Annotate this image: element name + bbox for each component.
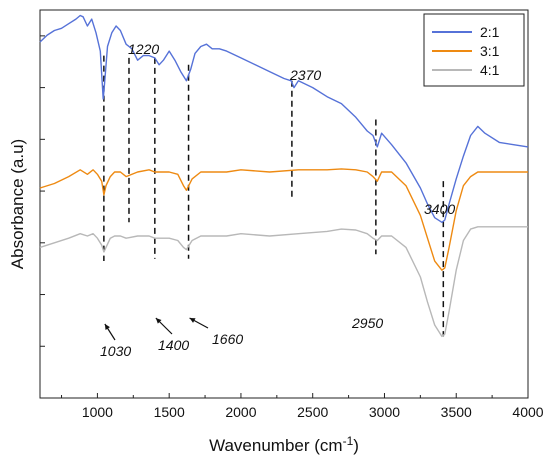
x-axis-title-main: Wavenumber (cm — [209, 436, 343, 455]
annotation-arrowhead — [104, 324, 110, 330]
annotation-arrowhead — [189, 318, 196, 323]
annotation-label: 1400 — [158, 337, 189, 353]
legend: 2:1 3:1 4:1 — [423, 13, 525, 87]
x-tick-label: 1000 — [82, 404, 113, 420]
legend-box — [423, 13, 525, 87]
x-axis-title-suffix: ) — [353, 436, 359, 455]
legend-label: 3:1 — [480, 43, 500, 59]
x-tick-labels: 1000 1500 2000 2500 3000 3500 4000 — [82, 404, 544, 420]
x-tick-label: 2000 — [225, 404, 256, 420]
plot-frame — [39, 9, 529, 399]
annotation-label: 1220 — [128, 41, 159, 57]
series-layer — [39, 14, 529, 338]
annotation-labels: 1030 1220 1400 1660 2370 2950 3400 — [100, 41, 455, 359]
legend-label: 4:1 — [480, 62, 500, 78]
x-tick-label: 4000 — [512, 404, 543, 420]
axis-ticks — [40, 35, 529, 398]
annotation-label: 1660 — [212, 331, 243, 347]
x-tick-label: 1500 — [154, 404, 185, 420]
annotation-markers — [103, 55, 445, 337]
x-axis-title-superscript: -1 — [343, 434, 354, 448]
annotation-arrowhead — [155, 318, 162, 324]
annotation-label: 3400 — [424, 201, 455, 217]
series-line — [39, 168, 528, 271]
annotation-label: 2950 — [351, 315, 383, 331]
annotation-label: 2370 — [289, 67, 321, 83]
x-tick-label: 3000 — [369, 404, 400, 420]
x-tick-label: 2500 — [297, 404, 328, 420]
annotation-label: 1030 — [100, 343, 131, 359]
y-axis-title: Absorbance (a.u) — [8, 139, 27, 269]
series-line — [39, 14, 529, 223]
series-line — [39, 226, 528, 338]
x-axis-title: Wavenumber (cm-1) — [209, 434, 359, 455]
legend-label: 2:1 — [480, 24, 500, 40]
x-tick-label: 3500 — [441, 404, 472, 420]
